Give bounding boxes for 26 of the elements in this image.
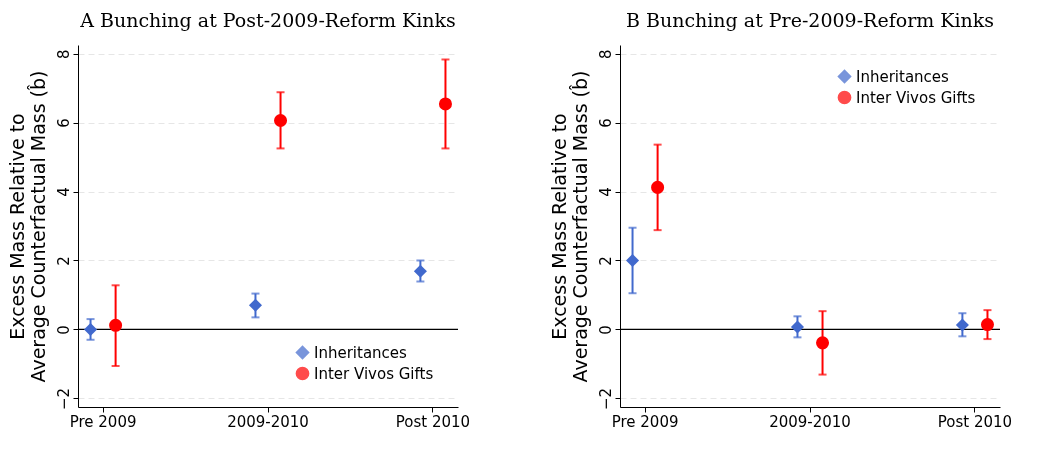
x-tick-label: Pre 2009 <box>611 412 679 431</box>
y-tick-label: −2 <box>596 387 615 410</box>
y-tick-label: 0 <box>596 325 615 335</box>
x-tick-label: Post 2010 <box>395 412 471 431</box>
chart-title: A Bunching at Post-2009-Reform Kinks <box>79 9 456 31</box>
y-tick-label: 6 <box>596 118 615 128</box>
x-tick-label: Post 2010 <box>937 412 1013 431</box>
legend-label: Inter Vivos Gifts <box>856 88 976 107</box>
x-tick-label: 2009-2010 <box>227 412 309 431</box>
y-tick-label: 4 <box>54 187 73 197</box>
chart-title: B Bunching at Pre-2009-Reform Kinks <box>625 9 995 31</box>
y-axis-title: Excess Mass Relative to Average Counterfactual Mass (b̂) <box>5 70 49 383</box>
y-axis-title: Excess Mass Relative to Average Counterfactual Mass (b̂) <box>547 70 591 383</box>
y-tick-label: −2 <box>54 387 73 410</box>
x-tick-label: Pre 2009 <box>69 412 137 431</box>
y-tick-label: 2 <box>596 256 615 266</box>
y-tick-label: 6 <box>54 118 73 128</box>
y-tick-label: 4 <box>596 187 615 197</box>
legend-label: Inter Vivos Gifts <box>314 364 434 383</box>
y-tick-label: 8 <box>54 49 73 59</box>
y-tick-label: 2 <box>54 256 73 266</box>
legend-label: Inheritances <box>314 343 408 362</box>
y-tick-label: 0 <box>54 325 73 335</box>
legend-label: Inheritances <box>856 67 950 86</box>
x-tick-label: 2009-2010 <box>769 412 851 431</box>
y-tick-label: 8 <box>596 49 615 59</box>
